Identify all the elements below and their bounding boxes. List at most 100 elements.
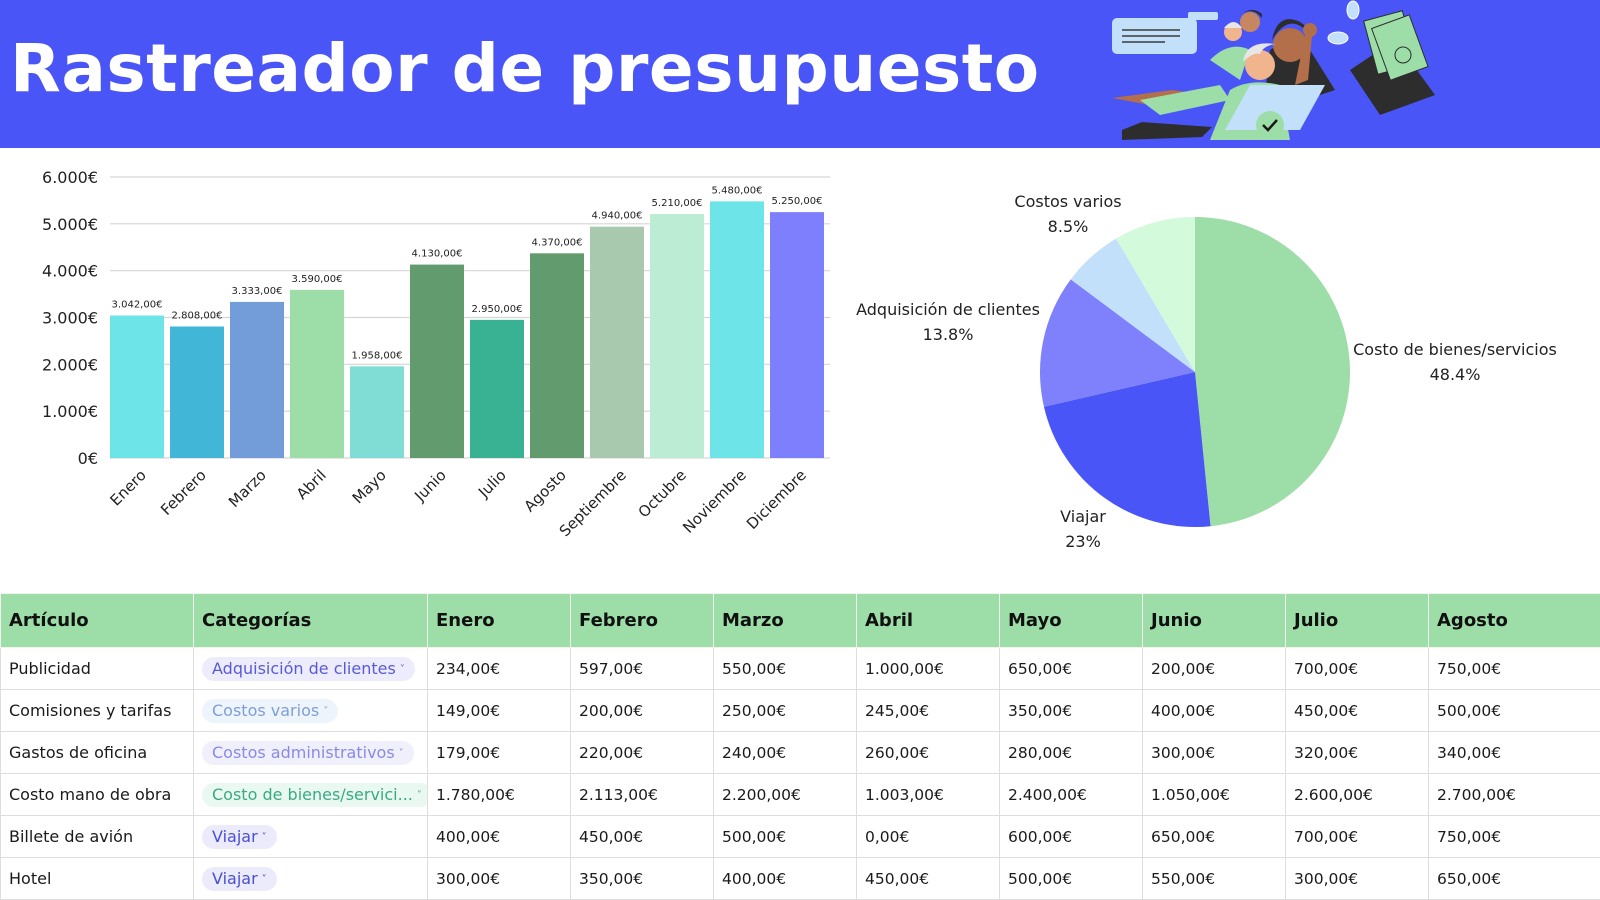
- amount-cell[interactable]: 650,00€: [1428, 857, 1600, 900]
- pie-slice-label: Viajar: [1060, 507, 1106, 526]
- x-tick-label: Diciembre: [743, 466, 810, 533]
- item-cell[interactable]: Comisiones y tarifas: [0, 689, 194, 732]
- amount-cell[interactable]: 650,00€: [999, 647, 1143, 690]
- amount-cell[interactable]: 650,00€: [1142, 815, 1286, 858]
- amount-cell[interactable]: 340,00€: [1428, 731, 1600, 774]
- bar-value-label: 5.250,00€: [772, 196, 823, 207]
- pie-slice: [1195, 217, 1350, 527]
- column-header-categorías[interactable]: Categorías: [193, 593, 428, 648]
- bar-value-label: 2.808,00€: [172, 310, 223, 321]
- x-tick-label: Junio: [410, 466, 449, 505]
- table-row: Costo mano de obra Costo de bienes/servic…: [0, 773, 1600, 816]
- amount-cell[interactable]: 2.113,00€: [570, 773, 714, 816]
- amount-cell[interactable]: 500,00€: [1428, 689, 1600, 732]
- amount-cell[interactable]: 750,00€: [1428, 647, 1600, 690]
- x-tick-label: Febrero: [157, 466, 210, 519]
- amount-cell[interactable]: 450,00€: [1285, 689, 1429, 732]
- category-select[interactable]: Viajar ˅: [202, 824, 277, 849]
- amount-cell[interactable]: 250,00€: [713, 689, 857, 732]
- amount-cell[interactable]: 750,00€: [1428, 815, 1600, 858]
- amount-cell[interactable]: 600,00€: [999, 815, 1143, 858]
- amount-cell[interactable]: 200,00€: [570, 689, 714, 732]
- amount-cell[interactable]: 1.000,00€: [856, 647, 1000, 690]
- category-select[interactable]: Costos varios ˅: [202, 698, 339, 723]
- bar-febrero: [170, 326, 224, 458]
- column-header-marzo[interactable]: Marzo: [713, 593, 857, 648]
- y-tick-label: 5.000€: [42, 215, 98, 234]
- x-tick-label: Agosto: [520, 466, 569, 515]
- bar-noviembre: [710, 201, 764, 458]
- column-header-abril[interactable]: Abril: [856, 593, 1000, 648]
- item-cell[interactable]: Hotel: [0, 857, 194, 900]
- category-select[interactable]: Adquisición de clientes ˅: [202, 656, 415, 681]
- column-header-julio[interactable]: Julio: [1285, 593, 1429, 648]
- y-tick-label: 4.000€: [42, 262, 98, 281]
- amount-cell[interactable]: 300,00€: [427, 857, 571, 900]
- page-header: Rastreador de presupuesto: [0, 0, 1600, 148]
- amount-cell[interactable]: 300,00€: [1142, 731, 1286, 774]
- category-pie-chart: Costo de bienes/servicios 48.4% Viajar 23% A…: [856, 192, 1557, 551]
- amount-cell[interactable]: 550,00€: [713, 647, 857, 690]
- amount-cell[interactable]: 280,00€: [999, 731, 1143, 774]
- column-header-artículo[interactable]: Artículo: [0, 593, 194, 648]
- column-header-junio[interactable]: Junio: [1142, 593, 1286, 648]
- amount-cell[interactable]: 245,00€: [856, 689, 1000, 732]
- bar-junio: [410, 264, 464, 458]
- amount-cell[interactable]: 2.400,00€: [999, 773, 1143, 816]
- pie-slice-label: Costos varios: [1014, 192, 1121, 211]
- category-select[interactable]: Costo de bienes/servici... ˅: [202, 782, 427, 807]
- bar-abril: [290, 289, 344, 458]
- amount-cell[interactable]: 400,00€: [427, 815, 571, 858]
- amount-cell[interactable]: 320,00€: [1285, 731, 1429, 774]
- amount-cell[interactable]: 200,00€: [1142, 647, 1286, 690]
- column-header-mayo[interactable]: Mayo: [999, 593, 1143, 648]
- amount-cell[interactable]: 700,00€: [1285, 647, 1429, 690]
- amount-cell[interactable]: 1.050,00€: [1142, 773, 1286, 816]
- bar-value-label: 3.333,00€: [232, 286, 283, 297]
- column-header-enero[interactable]: Enero: [427, 593, 571, 648]
- amount-cell[interactable]: 450,00€: [570, 815, 714, 858]
- item-cell[interactable]: Costo mano de obra: [0, 773, 194, 816]
- amount-cell[interactable]: 1.780,00€: [427, 773, 571, 816]
- amount-cell[interactable]: 1.003,00€: [856, 773, 1000, 816]
- amount-cell[interactable]: 2.200,00€: [713, 773, 857, 816]
- amount-cell[interactable]: 450,00€: [856, 857, 1000, 900]
- amount-cell[interactable]: 500,00€: [713, 815, 857, 858]
- category-cell: Viajar ˅: [193, 815, 428, 858]
- amount-cell[interactable]: 597,00€: [570, 647, 714, 690]
- x-tick-label: Abril: [293, 466, 330, 503]
- amount-cell[interactable]: 240,00€: [713, 731, 857, 774]
- amount-cell[interactable]: 149,00€: [427, 689, 571, 732]
- amount-cell[interactable]: 2.700,00€: [1428, 773, 1600, 816]
- amount-cell[interactable]: 2.600,00€: [1285, 773, 1429, 816]
- amount-cell[interactable]: 0,00€: [856, 815, 1000, 858]
- bar-value-label: 5.210,00€: [652, 198, 703, 209]
- x-tick-label: Marzo: [225, 466, 270, 511]
- table-row: Publicidad Adquisición de clientes ˅ 234,00…: [0, 647, 1600, 690]
- item-cell[interactable]: Publicidad: [0, 647, 194, 690]
- category-select[interactable]: Viajar ˅: [202, 866, 277, 891]
- amount-cell[interactable]: 350,00€: [999, 689, 1143, 732]
- item-cell[interactable]: Gastos de oficina: [0, 731, 194, 774]
- amount-cell[interactable]: 400,00€: [713, 857, 857, 900]
- amount-cell[interactable]: 234,00€: [427, 647, 571, 690]
- amount-cell[interactable]: 300,00€: [1285, 857, 1429, 900]
- amount-cell[interactable]: 220,00€: [570, 731, 714, 774]
- y-tick-label: 6.000€: [42, 168, 98, 187]
- column-header-agosto[interactable]: Agosto: [1428, 593, 1600, 648]
- y-tick-label: 0€: [78, 449, 98, 468]
- amount-cell[interactable]: 500,00€: [999, 857, 1143, 900]
- column-header-febrero[interactable]: Febrero: [570, 593, 714, 648]
- amount-cell[interactable]: 260,00€: [856, 731, 1000, 774]
- amount-cell[interactable]: 550,00€: [1142, 857, 1286, 900]
- y-tick-label: 3.000€: [42, 309, 98, 328]
- amount-cell[interactable]: 179,00€: [427, 731, 571, 774]
- category-select[interactable]: Costos administrativos ˅: [202, 740, 414, 765]
- amount-cell[interactable]: 350,00€: [570, 857, 714, 900]
- amount-cell[interactable]: 700,00€: [1285, 815, 1429, 858]
- item-cell[interactable]: Billete de avión: [0, 815, 194, 858]
- x-tick-label: Enero: [107, 466, 150, 509]
- category-label: Costo de bienes/servici...: [212, 784, 413, 804]
- category-cell: Costos administrativos ˅: [193, 731, 428, 774]
- amount-cell[interactable]: 400,00€: [1142, 689, 1286, 732]
